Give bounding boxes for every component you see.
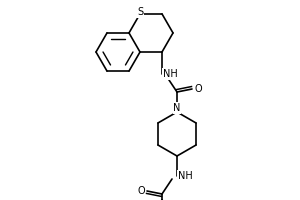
Text: S: S xyxy=(137,7,143,17)
Text: NH: NH xyxy=(163,69,177,79)
Text: NH: NH xyxy=(178,171,192,181)
Text: N: N xyxy=(173,103,181,113)
Text: O: O xyxy=(137,186,145,196)
Text: O: O xyxy=(194,84,202,94)
